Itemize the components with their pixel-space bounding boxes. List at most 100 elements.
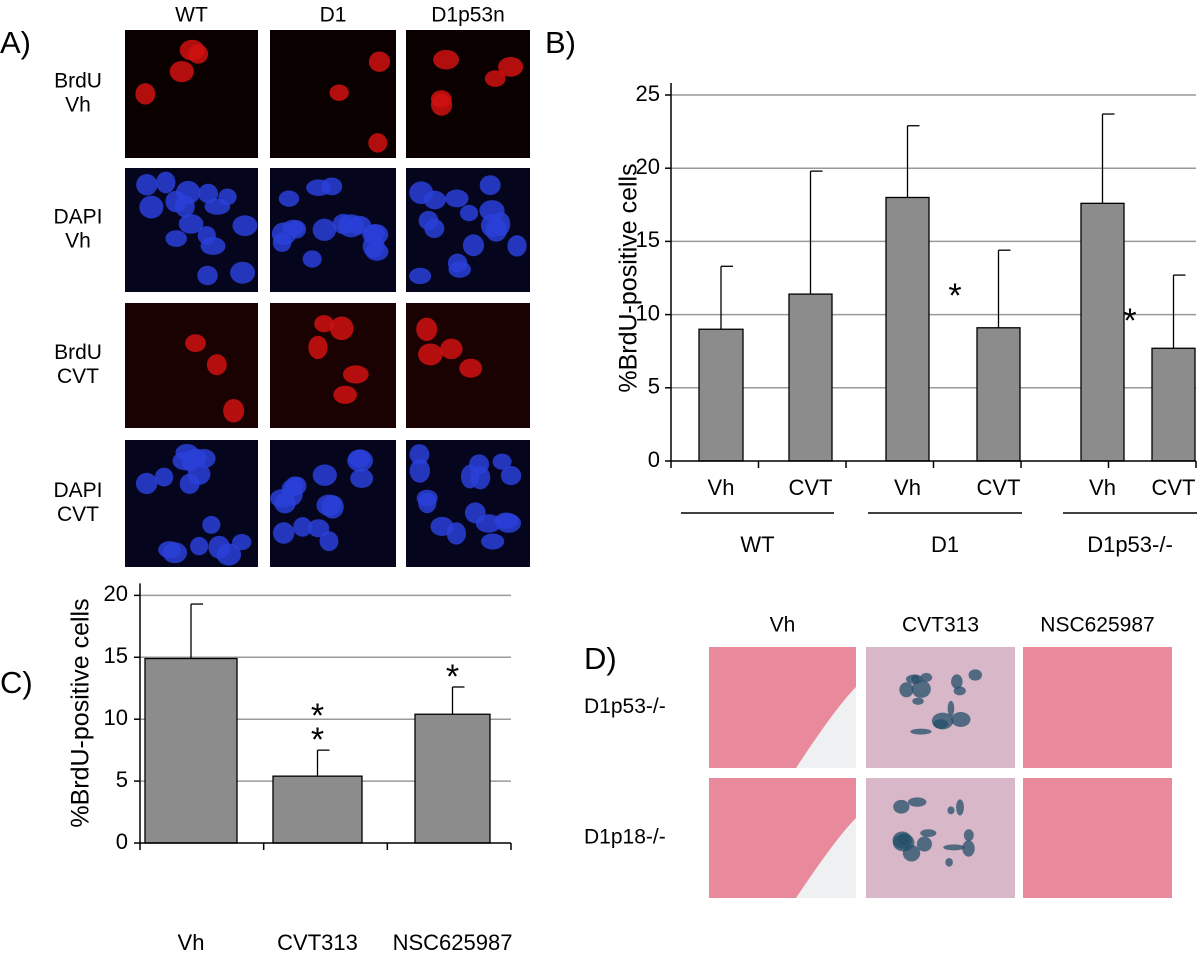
nucleus: [409, 444, 430, 465]
nucleus: [202, 515, 221, 534]
row-label: D1p53-/-: [584, 695, 666, 718]
nucleus: [154, 467, 174, 487]
panel-label: C): [0, 665, 33, 700]
stain-spot: [956, 799, 964, 816]
tissue-edge: [796, 818, 856, 898]
stain-spot: [968, 669, 983, 681]
nucleus: [218, 188, 237, 206]
nucleus: [500, 466, 522, 486]
nucleus: [430, 516, 454, 536]
y-tick-label: 0: [648, 447, 660, 472]
bar: [144, 657, 238, 844]
stain-spot: [893, 799, 910, 814]
stain-spot: [962, 840, 975, 857]
nucleus: [200, 237, 226, 255]
nucleus: [342, 365, 369, 384]
bar: [272, 775, 363, 844]
nucleus: [135, 83, 156, 105]
stain-spot: [907, 797, 927, 807]
stain-spot: [945, 858, 953, 867]
significance-mark: *: [446, 658, 459, 696]
nucleus: [368, 133, 388, 153]
nucleus: [319, 531, 339, 552]
stain-image: [1023, 647, 1172, 768]
stain-spot: [910, 728, 932, 735]
stain-spot: [911, 674, 920, 683]
row-label: CVT: [57, 503, 99, 526]
nucleus: [347, 449, 373, 472]
y-tick-label: 0: [116, 829, 128, 854]
significance-mark: *: [311, 721, 324, 759]
nucleus: [462, 234, 485, 257]
nucleus: [165, 230, 187, 247]
nucleus: [139, 195, 164, 219]
x-tick-label: Vh: [708, 475, 735, 500]
tissue-edge: [796, 687, 856, 768]
stain-spot: [951, 674, 963, 689]
nucleus: [232, 534, 252, 551]
significance-mark: *: [311, 697, 324, 735]
stain-spot: [920, 829, 937, 837]
group-label: WT: [740, 532, 774, 557]
nucleus: [329, 316, 354, 341]
nucleus: [430, 93, 453, 116]
nucleus: [409, 267, 432, 285]
x-tick-label: CVT: [977, 475, 1021, 500]
stain-spot: [943, 844, 965, 851]
nucleus: [445, 189, 469, 208]
nucleus: [135, 472, 158, 495]
nucleus: [507, 235, 527, 257]
panel-label: B): [545, 25, 576, 60]
row-label: D1p18-/-: [584, 826, 666, 849]
nucleus: [308, 335, 328, 360]
nucleus: [498, 56, 524, 77]
nucleus: [448, 261, 471, 278]
row-label: BrdU: [54, 341, 102, 364]
panel-label: A): [0, 25, 31, 60]
nucleus: [368, 51, 391, 72]
y-tick-label: 20: [104, 581, 128, 606]
panel-label: D): [584, 641, 617, 676]
nucleus: [178, 214, 204, 234]
nucleus: [433, 49, 460, 70]
row-label: DAPI: [53, 206, 102, 229]
nucleus: [479, 175, 501, 196]
nucleus: [282, 219, 304, 236]
row-label: Vh: [65, 230, 91, 253]
stain-image: [866, 778, 1015, 898]
nucleus: [314, 315, 334, 333]
nucleus: [198, 183, 219, 204]
group-label: D1: [931, 532, 959, 557]
nucleus: [274, 492, 296, 514]
stain-spot: [892, 833, 915, 852]
stain-spot: [911, 680, 931, 698]
nucleus: [362, 223, 389, 246]
nucleus: [312, 464, 337, 486]
nucleus: [223, 398, 245, 423]
nucleus: [416, 317, 438, 341]
nucleus: [316, 494, 342, 516]
nucleus: [197, 265, 218, 286]
nucleus: [293, 517, 312, 537]
nucleus: [418, 343, 443, 366]
bar: [414, 713, 491, 844]
nucleus: [206, 354, 227, 376]
column-label: D1: [320, 4, 347, 27]
y-tick-label: 10: [636, 300, 660, 325]
stain-spot: [963, 829, 974, 842]
y-tick-label: 15: [104, 643, 128, 668]
nucleus: [272, 232, 292, 253]
nucleus: [494, 512, 519, 529]
nucleus: [307, 519, 330, 538]
y-axis-label: %BrdU-positive cells: [67, 598, 95, 827]
bar: [1151, 347, 1196, 462]
stain-spot: [912, 697, 924, 705]
y-tick-label: 20: [636, 154, 660, 179]
nucleus: [312, 218, 337, 241]
stain-spot: [951, 712, 971, 727]
nucleus: [232, 215, 258, 236]
y-tick-label: 10: [104, 705, 128, 730]
significance-mark: *: [1123, 302, 1136, 340]
nucleus: [175, 180, 201, 205]
